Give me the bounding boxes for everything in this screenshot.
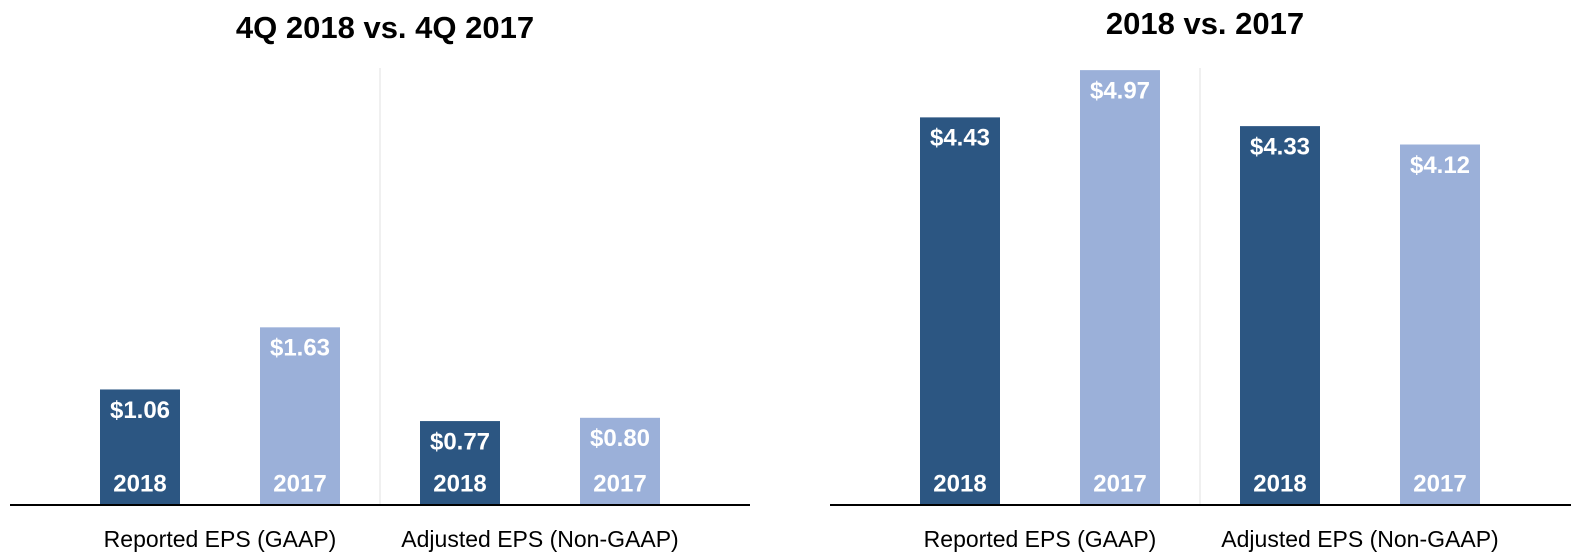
bar-year-label: 2018 (113, 470, 166, 497)
bar-year-label: 2018 (1253, 470, 1306, 497)
value-label: $0.77 (430, 428, 490, 455)
value-label: $4.43 (930, 125, 990, 152)
bar-year-label: 2017 (273, 470, 326, 497)
bar (100, 389, 180, 505)
bar (1240, 126, 1320, 505)
bar (1400, 144, 1480, 505)
bar (1080, 70, 1160, 505)
bar (260, 327, 340, 505)
category-label: Adjusted EPS (Non-GAAP) (1221, 526, 1498, 552)
bar (920, 117, 1000, 505)
bar-year-label: 2017 (1413, 470, 1466, 497)
bar-year-label: 2017 (1093, 470, 1146, 497)
chart-title: 2018 vs. 2017 (1106, 6, 1304, 41)
value-label: $4.33 (1250, 133, 1310, 160)
bar (420, 421, 500, 505)
value-label: $1.06 (110, 397, 170, 424)
chart-title: 4Q 2018 vs. 4Q 2017 (236, 10, 534, 45)
value-label: $1.63 (270, 335, 330, 362)
category-label: Adjusted EPS (Non-GAAP) (401, 526, 678, 552)
value-label: $4.97 (1090, 77, 1150, 104)
value-label: $4.12 (1410, 152, 1470, 179)
category-label: Reported EPS (GAAP) (924, 526, 1157, 552)
bar-year-label: 2017 (593, 470, 646, 497)
value-label: $0.80 (590, 425, 650, 452)
bar-year-label: 2018 (433, 470, 486, 497)
bar (580, 417, 660, 505)
bar-year-label: 2018 (933, 470, 986, 497)
category-label: Reported EPS (GAAP) (104, 526, 337, 552)
